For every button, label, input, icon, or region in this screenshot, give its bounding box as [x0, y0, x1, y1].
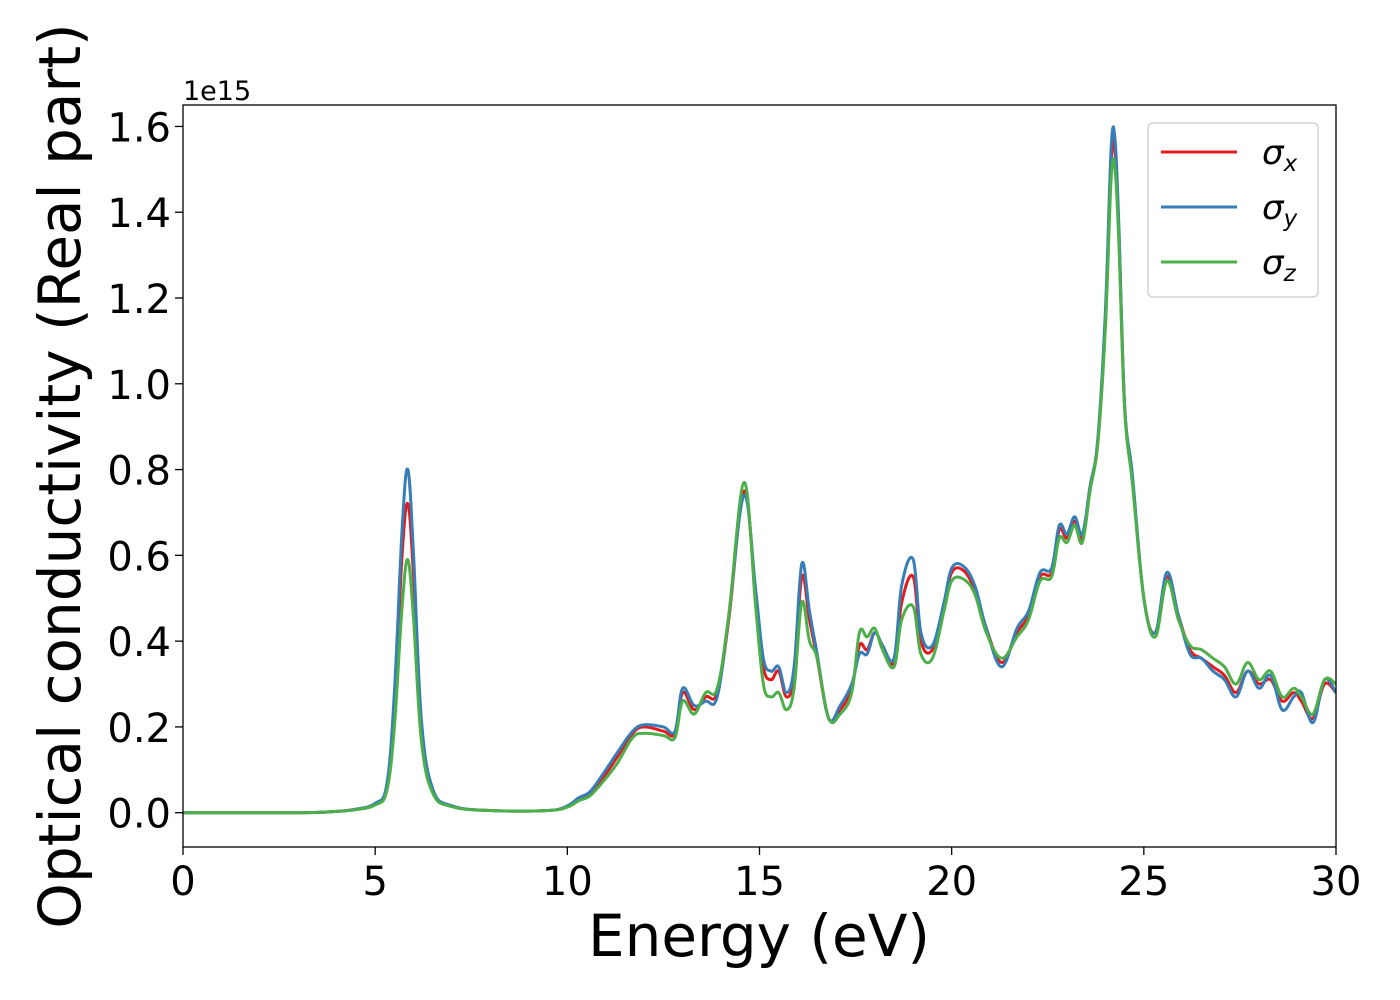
y-axis-title: Optical conductivity (Real part) — [26, 23, 94, 928]
x-tick-label: 10 — [542, 859, 593, 905]
x-axis-title: Energy (eV) — [588, 902, 930, 970]
y-tick-label: 0.4 — [107, 620, 171, 666]
y-tick-label: 1.6 — [107, 105, 171, 151]
x-axis: 0 5 10 15 20 25 30 — [170, 847, 1361, 905]
y-tick-label: 1.2 — [107, 277, 171, 323]
x-tick-label: 20 — [926, 859, 977, 905]
legend-label-y: σy — [1262, 188, 1298, 232]
series-line-z — [183, 157, 1336, 815]
x-tick-label: 30 — [1311, 859, 1362, 905]
y-tick-label: 0.8 — [107, 449, 171, 495]
x-tick-label: 25 — [1118, 859, 1169, 905]
legend-box — [1147, 122, 1319, 298]
y-tick-label: 0.0 — [107, 792, 171, 838]
x-tick-label: 15 — [734, 859, 785, 905]
y-offset-label: 1e15 — [183, 76, 251, 107]
y-axis: 0.0 0.2 0.4 0.6 0.8 1.0 1.2 1.4 1.6 — [107, 105, 183, 838]
x-tick-label: 0 — [170, 859, 195, 905]
legend-label-x: σx — [1262, 133, 1298, 177]
legend-label-z: σz — [1262, 243, 1297, 287]
y-tick-label: 0.6 — [107, 534, 171, 580]
x-tick-label: 5 — [362, 859, 387, 905]
y-tick-label: 1.0 — [107, 363, 171, 409]
y-tick-label: 0.2 — [107, 706, 171, 752]
legend: σx σy σz — [1147, 122, 1319, 298]
series-lines — [183, 125, 1336, 815]
y-tick-label: 1.4 — [107, 191, 171, 237]
